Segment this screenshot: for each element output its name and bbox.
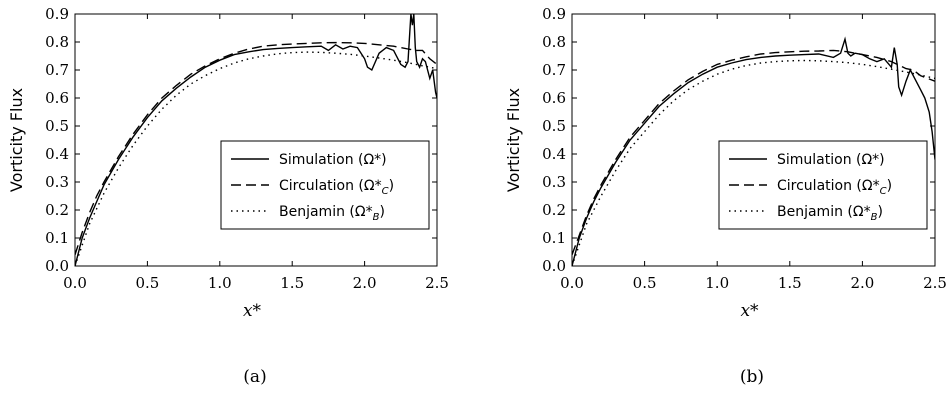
y-axis-label: Vorticity Flux [7,88,26,192]
series-line-dotted [75,51,437,266]
y-tick-label: 0.9 [45,5,69,23]
legend-box [220,140,430,230]
x-tick-label: 1.5 [280,274,304,292]
x-tick-label: 0.5 [633,274,657,292]
y-tick-label: 0.1 [45,229,69,247]
x-tick-label: 2.5 [425,274,449,292]
legend: Simulation (Ω*) Circulation (Ω*C) Benjamin… [718,140,928,230]
y-tick-label: 0.5 [542,117,566,135]
legend-label: Circulation (Ω*C) [777,178,892,197]
x-tick-label: 1.5 [778,274,802,292]
y-tick-label: 0.2 [45,201,69,219]
y-tick-label: 0.8 [542,33,566,51]
y-tick-label: 0.0 [45,257,69,275]
y-tick-label: 0.2 [542,201,566,219]
axes-frame [74,13,438,267]
chart-panel-b: 0.0 0.1 0.2 0.3 0.4 0.5 0.6 0.7 0.8 0.9 0.0 0.5 1.0 1… [504,5,947,387]
series-line-dashed [75,41,437,256]
x-tick-label: 2.0 [353,274,377,292]
x-tick-label: 1.0 [208,274,232,292]
legend: Simulation (Ω*) Circulation (Ω*C) Benjamin… [220,140,430,230]
y-tick-label: 0.4 [542,145,566,163]
y-tick-label: 0.6 [542,89,566,107]
y-tick-label: 0.3 [542,173,566,191]
figure-caption: (b) [740,367,764,387]
y-tick-label: 0.0 [542,257,566,275]
legend-label: Simulation (Ω*) [777,152,885,168]
y-tick-label: 0.5 [45,117,69,135]
legend-label: Circulation (Ω*C) [279,178,394,197]
x-axis-label: x* [243,301,262,321]
chart-panel-a: 0.0 0.1 0.2 0.3 0.4 0.5 0.6 0.7 0.8 0.9 0.0 0.5 1.0 1… [7,5,449,387]
figure-caption: (a) [243,367,266,387]
x-tick-label: 2.5 [923,274,947,292]
y-tick-label: 0.7 [542,61,566,79]
y-tick-label: 0.3 [45,173,69,191]
x-tick-label: 1.0 [705,274,729,292]
x-tick-label: 0.5 [135,274,159,292]
legend-label: Benjamin (Ω*B) [777,204,883,223]
y-tick-label: 0.1 [542,229,566,247]
series-line-solid [572,36,935,266]
y-tick-label: 0.4 [45,145,69,163]
x-axis-label: x* [740,301,759,321]
series-line-solid [75,14,437,266]
y-tick-label: 0.6 [45,89,69,107]
legend-label: Benjamin (Ω*B) [279,204,385,223]
x-tick-label: 2.0 [850,274,874,292]
y-tick-label: 0.9 [542,5,566,23]
x-tick-label: 0.0 [560,274,584,292]
x-tick-label: 0.0 [63,274,87,292]
legend-label: Simulation (Ω*) [279,152,387,168]
y-tick-label: 0.7 [45,61,69,79]
y-tick-label: 0.8 [45,33,69,51]
y-axis-label: Vorticity Flux [504,88,523,192]
axes-frame [571,13,936,267]
series-line-dashed [572,49,935,256]
